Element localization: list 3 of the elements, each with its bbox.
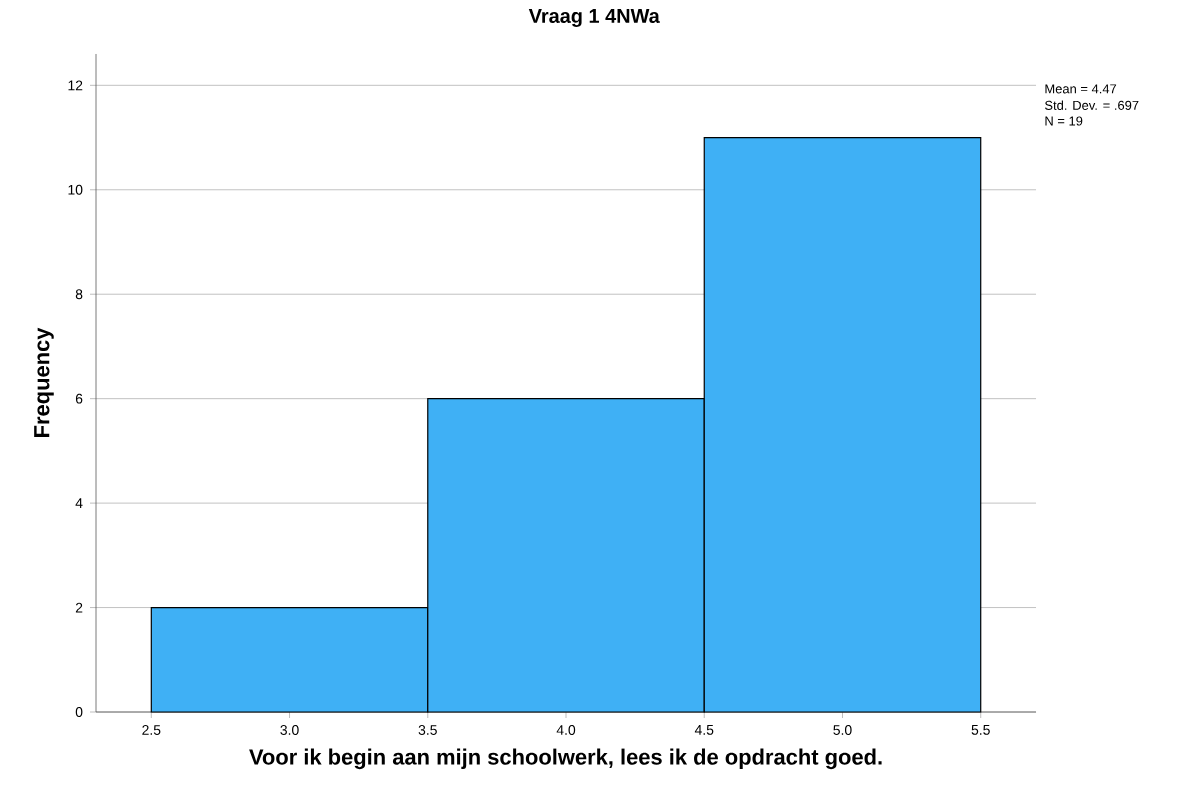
- chart-title: Vraag 1 4NWa: [528, 9, 660, 27]
- x-axis-title: Voor ik begin aan mijn schoolwerk, lees ik de opdracht goed.: [249, 748, 882, 770]
- y-axis-title: Frequency: [34, 327, 54, 437]
